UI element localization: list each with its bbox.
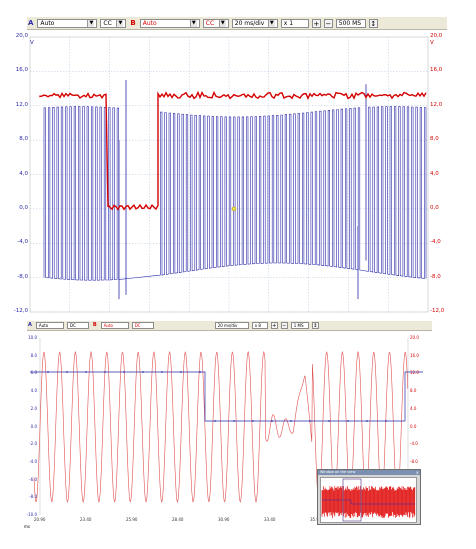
top-right-tick-label: 12,0 bbox=[430, 103, 442, 109]
bottom-time-tick-label: 33.40 bbox=[264, 518, 275, 522]
channel-a-sample-point bbox=[385, 420, 387, 422]
overview-window-title: Window on the view bbox=[320, 470, 355, 474]
channel-a-sample-point bbox=[85, 371, 87, 373]
overview-channel-b bbox=[322, 486, 415, 518]
channel-a-sample-point bbox=[347, 420, 349, 422]
bottom-left-tick-label: -8.0 bbox=[29, 495, 37, 499]
overview-trace bbox=[321, 478, 416, 522]
channel-a-sample-point bbox=[328, 420, 330, 422]
channel-a-sample-point bbox=[142, 371, 144, 373]
bottom-right-tick-label: 16.0 bbox=[410, 354, 419, 358]
top-right-tick-label: 0,0 bbox=[430, 206, 439, 212]
channel-a-sample-point bbox=[180, 371, 182, 373]
bottom-left-tick-label: 4.0 bbox=[31, 389, 37, 393]
top-right-tick-label: -12,0 bbox=[430, 309, 444, 315]
channel-a-sample-point bbox=[252, 420, 254, 422]
channel-a-sample-point bbox=[214, 420, 216, 422]
bottom-time-tick-label: 20.90 bbox=[34, 518, 45, 522]
bottom-right-tick-label: 0.0 bbox=[410, 425, 416, 429]
channel-a-spikes bbox=[119, 80, 366, 299]
bottom-left-tick-label: -6.0 bbox=[29, 478, 37, 482]
bottom-left-tick-label: -2.0 bbox=[29, 442, 37, 446]
bottom-time-tick-label: 28.40 bbox=[172, 518, 183, 522]
channel-a-sample-point bbox=[123, 371, 125, 373]
bottom-right-tick-label: 20.0 bbox=[410, 336, 419, 340]
top-left-tick-label: 12,0 bbox=[16, 103, 28, 109]
overview-plot[interactable] bbox=[320, 477, 417, 523]
close-icon[interactable]: ✕ bbox=[416, 470, 419, 475]
top-left-tick-label: -4,0 bbox=[17, 240, 28, 246]
channel-a-sample-point bbox=[233, 420, 235, 422]
top-left-unit-label: V bbox=[30, 41, 34, 47]
bottom-left-tick-label: -4.0 bbox=[29, 460, 37, 464]
channel-a-sample-point bbox=[161, 371, 163, 373]
top-right-tick-label: -4,0 bbox=[430, 240, 441, 246]
channel-a-sample-point bbox=[104, 371, 106, 373]
trigger-marker bbox=[232, 207, 236, 211]
top-left-tick-label: -12,0 bbox=[14, 309, 28, 315]
top-left-tick-label: 0,0 bbox=[19, 206, 28, 212]
bottom-time-tick-label: 25.90 bbox=[126, 518, 137, 522]
channel-a-sample-point bbox=[309, 420, 311, 422]
top-right-tick-label: 4,0 bbox=[430, 172, 439, 178]
channel-a-sample-point bbox=[366, 420, 368, 422]
zoom-overview-window[interactable]: Window on the view ✕ bbox=[317, 469, 421, 525]
top-left-tick-label: 20,0 bbox=[16, 34, 28, 40]
top-right-tick-label: 20,0 bbox=[430, 34, 442, 40]
bottom-time-unit-label: ms bbox=[24, 525, 30, 529]
bottom-left-tick-label: 10.0 bbox=[28, 336, 37, 340]
top-right-tick-label: 16,0 bbox=[430, 68, 442, 74]
bottom-right-tick-label: -8.0 bbox=[410, 460, 418, 464]
channel-a-sample-point bbox=[47, 371, 49, 373]
bottom-right-tick-label: -4.0 bbox=[410, 442, 418, 446]
top-left-tick-label: 8,0 bbox=[19, 137, 28, 143]
top-right-tick-label: -8,0 bbox=[430, 275, 441, 281]
bottom-left-tick-label: 0.0 bbox=[31, 425, 37, 429]
bottom-left-tick-label: 2.0 bbox=[31, 407, 37, 411]
channel-b-trace bbox=[40, 92, 426, 209]
top-left-tick-label: -8,0 bbox=[17, 275, 28, 281]
bottom-time-tick-label: 30.90 bbox=[218, 518, 229, 522]
bottom-left-tick-label: 8.0 bbox=[31, 354, 37, 358]
channel-a-trace bbox=[44, 107, 426, 281]
top-left-tick-label: 16,0 bbox=[16, 68, 28, 74]
bottom-left-tick-label: 6.0 bbox=[31, 371, 37, 375]
bottom-right-tick-label: 12.0 bbox=[410, 371, 419, 375]
top-right-tick-label: 8,0 bbox=[430, 137, 439, 143]
top-left-tick-label: 4,0 bbox=[19, 172, 28, 178]
bottom-right-tick-label: 4.0 bbox=[410, 407, 416, 411]
channel-a-sample-point bbox=[271, 420, 273, 422]
top-right-unit-label: V bbox=[430, 41, 434, 47]
bottom-time-tick-label: 23.40 bbox=[80, 518, 91, 522]
channel-a-sample-point bbox=[290, 420, 292, 422]
bottom-right-tick-label: 8.0 bbox=[410, 389, 416, 393]
overview-window-titlebar[interactable]: Window on the view ✕ bbox=[318, 470, 420, 475]
channel-a-sample-point bbox=[199, 371, 201, 373]
channel-a-sample-point bbox=[66, 371, 68, 373]
